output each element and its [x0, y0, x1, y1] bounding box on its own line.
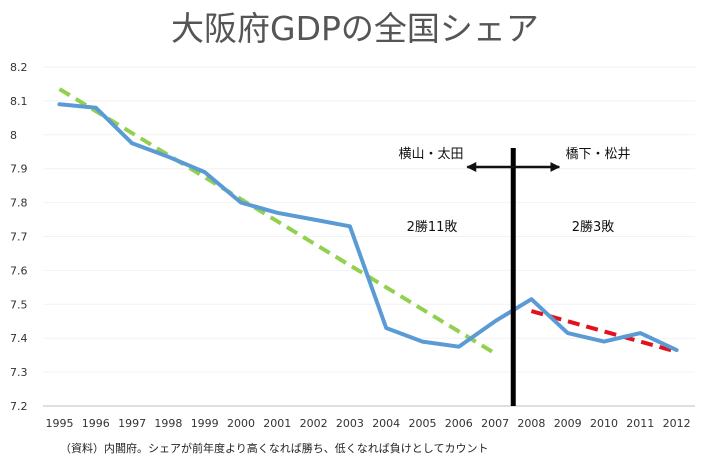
x-tick-label: 2012 — [663, 417, 691, 430]
gridlines — [43, 66, 695, 407]
x-tick-label: 2001 — [263, 417, 291, 430]
x-axis-tick-labels: 1995 1996 1997 1998 1999 2000 2001 2002 2003 2004… — [46, 417, 691, 430]
x-tick-label: 2011 — [626, 417, 654, 430]
x-tick-label: 2005 — [409, 417, 437, 430]
y-axis-tick-labels: 7.2 7.3 7.4 7.5 7.6 7.7 7.8 7.9 8 8.1 8.2 — [10, 61, 28, 413]
right-administration-label: 橋下・松井 — [565, 147, 630, 162]
x-tick-label: 2003 — [336, 417, 364, 430]
series-line-gdp-share — [57, 102, 679, 353]
y-tick-label: 7.4 — [10, 332, 28, 345]
x-tick-label: 2006 — [445, 417, 473, 430]
y-tick-label: 7.8 — [10, 197, 28, 210]
x-tick-label: 2004 — [372, 417, 400, 430]
y-tick-label: 7.6 — [10, 264, 28, 277]
x-tick-label: 1996 — [82, 417, 110, 430]
x-tick-label: 2007 — [481, 417, 509, 430]
y-tick-label: 7.2 — [10, 400, 28, 413]
right-win-loss-record: 2勝3敗 — [572, 220, 615, 235]
x-tick-label: 2008 — [517, 417, 545, 430]
x-tick-label: 1998 — [154, 417, 182, 430]
y-tick-label: 7.9 — [10, 163, 28, 176]
x-tick-label: 2010 — [590, 417, 618, 430]
x-tick-label: 1995 — [46, 417, 74, 430]
chart-title: 大阪府GDPの全国シェア — [171, 9, 539, 48]
y-tick-label: 8 — [10, 129, 17, 142]
source-note: （資料）内閣府。シェアが前年度より高くなれば勝ち、低くなれば負けとしてカウント — [60, 441, 488, 455]
left-administration-label: 横山・太田 — [398, 147, 463, 162]
x-tick-label: 2002 — [300, 417, 328, 430]
x-tick-label: 2000 — [227, 417, 255, 430]
x-tick-label: 1999 — [191, 417, 219, 430]
y-tick-label: 8.1 — [10, 95, 28, 108]
x-tick-label: 1997 — [118, 417, 146, 430]
x-tick-label: 2009 — [554, 417, 582, 430]
y-tick-label: 7.7 — [10, 231, 28, 244]
trend-line-green — [58, 87, 497, 356]
left-win-loss-record: 2勝11敗 — [407, 220, 458, 235]
y-tick-label: 8.2 — [10, 61, 28, 74]
y-tick-label: 7.3 — [10, 366, 28, 379]
trend-line-red — [530, 309, 678, 354]
y-tick-label: 7.5 — [10, 298, 28, 311]
